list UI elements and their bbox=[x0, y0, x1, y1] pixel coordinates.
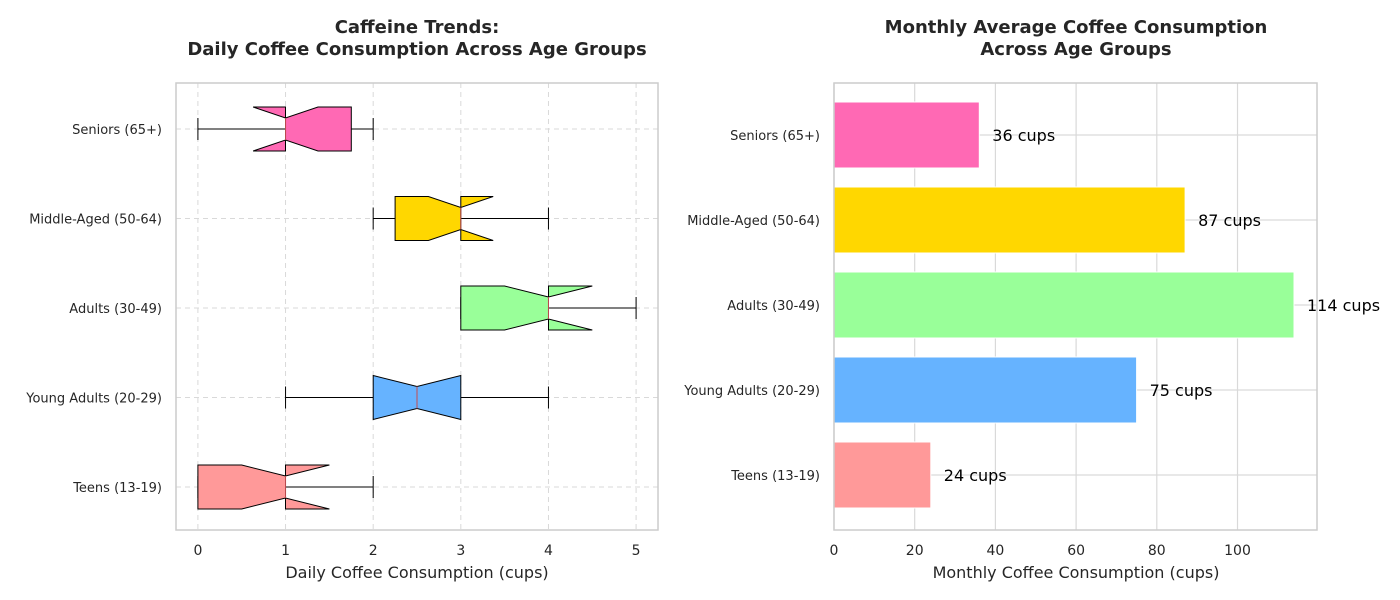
barchart-value-labels: 24 cups 75 cups 114 cups 87 cups 36 cups bbox=[944, 126, 1380, 485]
boxplot-x-tick-label: 1 bbox=[281, 543, 290, 559]
box-adults-30-49 bbox=[460, 285, 637, 331]
bar-value-label: 87 cups bbox=[1198, 211, 1261, 230]
bar-adults-30-49 bbox=[833, 271, 1295, 339]
barchart-x-tick-label: 0 bbox=[830, 543, 839, 559]
boxplot-y-categories: Teens (13-19) Young Adults (20-29) Adults … bbox=[25, 123, 162, 496]
boxplot-grid bbox=[176, 83, 658, 530]
boxplot-x-tick-label: 0 bbox=[193, 543, 202, 559]
boxplot-x-tick-label: 3 bbox=[456, 543, 465, 559]
barchart-y-category-label: Adults (30-49) bbox=[727, 299, 820, 314]
barchart-x-tick-label: 100 bbox=[1224, 543, 1251, 559]
boxplot-y-category-label: Young Adults (20-29) bbox=[25, 392, 162, 407]
barchart-y-category-label: Young Adults (20-29) bbox=[683, 384, 820, 399]
barchart-y-category-label: Middle-Aged (50-64) bbox=[687, 214, 820, 229]
barchart-y-categories: Teens (13-19) Young Adults (20-29) Adults … bbox=[683, 129, 820, 484]
barchart-title-line-1: Monthly Average Coffee Consumption bbox=[885, 17, 1268, 38]
barchart-x-tick-label: 40 bbox=[986, 543, 1004, 559]
barchart-x-axis-label: Monthly Coffee Consumption (cups) bbox=[933, 563, 1220, 582]
boxplot-title-line-1: Caffeine Trends: bbox=[335, 17, 500, 38]
bar-young-adults-20-29 bbox=[833, 356, 1138, 424]
bar-value-label: 75 cups bbox=[1150, 381, 1213, 400]
boxplot-x-tick-label: 4 bbox=[544, 543, 553, 559]
box-seniors-65 bbox=[197, 106, 374, 152]
barchart-x-tick-label: 80 bbox=[1148, 543, 1166, 559]
barchart-x-ticks: 0 20 40 60 80 100 bbox=[830, 543, 1251, 559]
bar-value-label: 36 cups bbox=[992, 126, 1055, 145]
boxplot-x-tick-label: 5 bbox=[632, 543, 641, 559]
boxplot-x-tick-label: 2 bbox=[369, 543, 378, 559]
bar-teens-13-19 bbox=[833, 441, 932, 509]
boxplot-y-category-label: Teens (13-19) bbox=[72, 481, 162, 496]
box-body bbox=[197, 464, 330, 510]
barchart-x-tick-label: 20 bbox=[906, 543, 924, 559]
barchart-y-category-label: Teens (13-19) bbox=[730, 469, 820, 484]
barchart-title-line-2: Across Age Groups bbox=[980, 39, 1171, 60]
boxplot-title-line-2: Daily Coffee Consumption Across Age Grou… bbox=[187, 39, 646, 60]
bar-middle-aged-50-64 bbox=[833, 186, 1186, 254]
box-body bbox=[460, 285, 593, 331]
box-middle-aged-50-64 bbox=[372, 196, 549, 241]
boxplot-x-axis-label: Daily Coffee Consumption (cups) bbox=[285, 563, 548, 582]
bar-value-label: 114 cups bbox=[1307, 296, 1380, 315]
boxplot-y-category-label: Adults (30-49) bbox=[69, 302, 162, 317]
box-teens-13-19 bbox=[197, 464, 374, 510]
boxplot-y-category-label: Seniors (65+) bbox=[72, 123, 162, 138]
box-young-adults-20-29 bbox=[285, 374, 549, 421]
boxplot-panel: Caffeine Trends: Daily Coffee Consumptio… bbox=[25, 17, 659, 582]
box-body bbox=[394, 196, 494, 241]
box-body bbox=[252, 106, 352, 152]
barchart-y-category-label: Seniors (65+) bbox=[730, 129, 820, 144]
boxplot-marks bbox=[197, 106, 637, 510]
boxplot-frame bbox=[175, 82, 659, 531]
bar-value-label: 24 cups bbox=[944, 466, 1007, 485]
barchart-bars bbox=[833, 101, 1295, 509]
bar-seniors-65 bbox=[833, 101, 980, 169]
barchart-frame bbox=[833, 82, 1318, 531]
boxplot-y-category-label: Middle-Aged (50-64) bbox=[29, 213, 162, 228]
boxplot-x-ticks: 0 1 2 3 4 5 bbox=[193, 543, 640, 559]
barchart-panel: Monthly Average Coffee Consumption Acros… bbox=[683, 17, 1380, 582]
barchart-x-tick-label: 60 bbox=[1067, 543, 1085, 559]
